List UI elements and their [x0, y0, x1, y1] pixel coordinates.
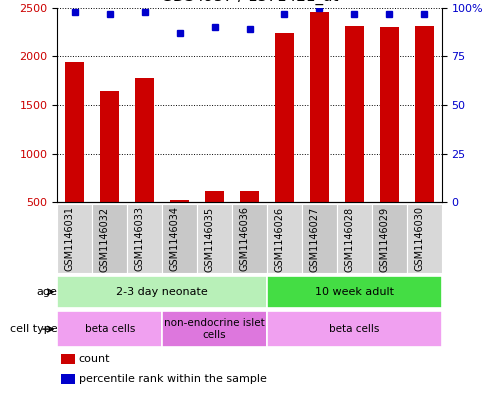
- Bar: [372, 204, 407, 273]
- Bar: [345, 26, 364, 202]
- Text: GSM1146031: GSM1146031: [65, 206, 75, 272]
- Bar: [267, 276, 442, 308]
- Bar: [65, 62, 84, 202]
- Bar: [57, 311, 162, 347]
- Text: GSM1146028: GSM1146028: [344, 206, 354, 272]
- Bar: [162, 204, 197, 273]
- Text: 2-3 day neonate: 2-3 day neonate: [116, 287, 208, 297]
- Text: non-endocrine islet
cells: non-endocrine islet cells: [164, 318, 265, 340]
- Text: GSM1146033: GSM1146033: [135, 206, 145, 272]
- Bar: [135, 78, 154, 202]
- Bar: [170, 200, 189, 202]
- Bar: [197, 204, 232, 273]
- Text: cell type: cell type: [10, 324, 57, 334]
- Title: GDS4937 / 1371421_at: GDS4937 / 1371421_at: [161, 0, 338, 5]
- Text: GSM1146026: GSM1146026: [274, 206, 284, 272]
- Text: GSM1146036: GSM1146036: [240, 206, 250, 272]
- Text: percentile rank within the sample: percentile rank within the sample: [78, 374, 266, 384]
- Bar: [92, 204, 127, 273]
- Bar: [337, 204, 372, 273]
- Bar: [267, 311, 442, 347]
- Text: GSM1146035: GSM1146035: [205, 206, 215, 272]
- Bar: [162, 311, 267, 347]
- Text: GSM1146032: GSM1146032: [100, 206, 110, 272]
- Text: GSM1146030: GSM1146030: [414, 206, 424, 272]
- Bar: [61, 354, 75, 364]
- Text: beta cells: beta cells: [329, 324, 379, 334]
- Bar: [57, 204, 92, 273]
- Bar: [240, 191, 259, 202]
- Bar: [267, 204, 302, 273]
- Bar: [205, 191, 224, 202]
- Text: age: age: [36, 287, 57, 297]
- Bar: [100, 90, 119, 202]
- Text: 10 week adult: 10 week adult: [315, 287, 394, 297]
- Bar: [407, 204, 442, 273]
- Bar: [127, 204, 162, 273]
- Bar: [302, 204, 337, 273]
- Bar: [57, 276, 267, 308]
- Text: count: count: [78, 354, 110, 364]
- Text: beta cells: beta cells: [85, 324, 135, 334]
- Bar: [310, 12, 329, 202]
- Bar: [232, 204, 267, 273]
- Bar: [415, 26, 434, 202]
- Bar: [275, 33, 294, 202]
- Text: GSM1146027: GSM1146027: [309, 206, 319, 272]
- Bar: [61, 374, 75, 384]
- Text: GSM1146029: GSM1146029: [379, 206, 389, 272]
- Text: GSM1146034: GSM1146034: [170, 206, 180, 272]
- Bar: [380, 27, 399, 202]
